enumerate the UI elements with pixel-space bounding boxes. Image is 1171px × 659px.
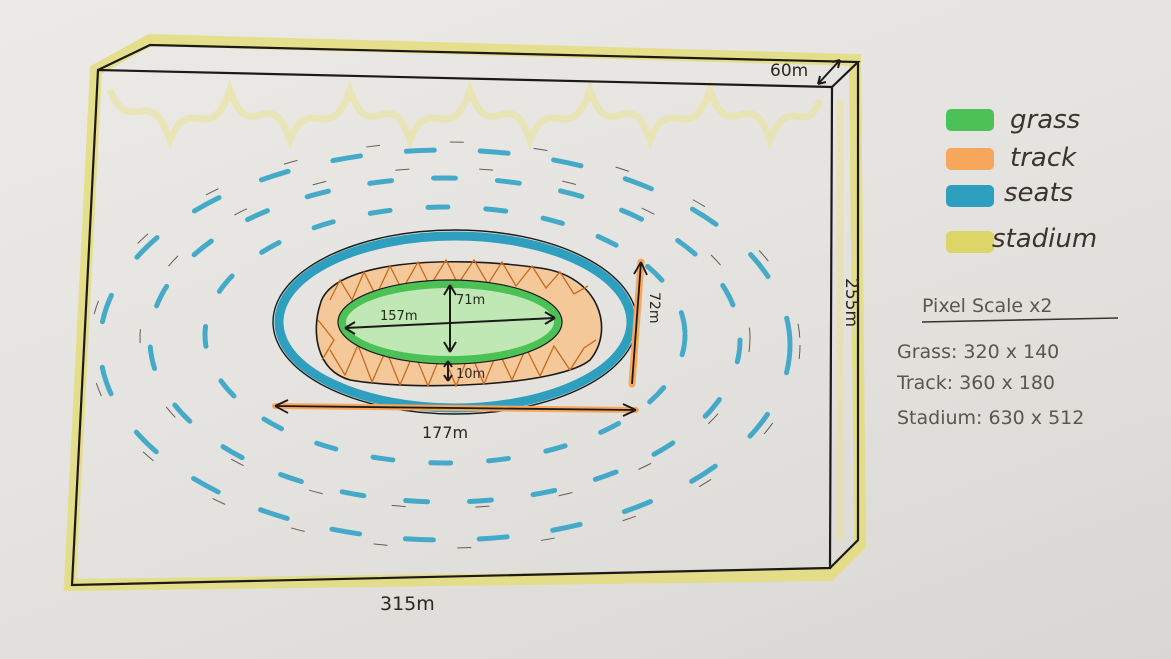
field-length-label: 157m bbox=[380, 309, 417, 324]
field-arrows bbox=[344, 284, 556, 382]
seat-rings bbox=[97, 147, 793, 543]
scale-line-grass: Grass: 320 x 140 bbox=[897, 341, 1059, 363]
seat-rings-pencil bbox=[89, 141, 801, 549]
scale-line-stadium: Stadium: 630 x 512 bbox=[897, 407, 1084, 429]
legend-swatch-stadium bbox=[946, 231, 994, 253]
legend-swatch-grass bbox=[946, 109, 994, 131]
stadium-outline bbox=[63, 33, 867, 592]
seat-length-label: 177m bbox=[422, 423, 468, 442]
track-hatching bbox=[317, 258, 597, 388]
legend-label-seats: seats bbox=[1004, 178, 1073, 208]
legend-label-stadium: stadium bbox=[992, 224, 1097, 254]
legend: grass track seats stadium bbox=[946, 105, 1097, 254]
height-label: 255m bbox=[841, 278, 861, 327]
legend-label-grass: grass bbox=[1010, 105, 1080, 135]
scale-line-track: Track: 360 x 180 bbox=[896, 372, 1055, 394]
depth-arrow bbox=[817, 59, 841, 85]
seat-width-label: 72m bbox=[646, 292, 662, 323]
stadium-fill-scribble bbox=[106, 78, 844, 540]
seat-length-arrow-ink bbox=[274, 399, 637, 417]
scale-underline bbox=[921, 317, 1119, 323]
stadium-box bbox=[70, 43, 861, 587]
depth-label: 60m bbox=[770, 61, 808, 81]
track-gap-label: 10m bbox=[456, 367, 485, 382]
legend-label-track: track bbox=[1010, 143, 1077, 173]
pixel-scale-notes: Pixel Scale x2 Grass: 320 x 140 Track: 3… bbox=[896, 295, 1119, 429]
seat-width-arrow-ink bbox=[631, 261, 648, 385]
scale-title: Pixel Scale x2 bbox=[922, 295, 1052, 317]
field-width-label: 71m bbox=[456, 293, 485, 308]
legend-swatch-track bbox=[946, 148, 994, 170]
legend-swatch-seats bbox=[946, 185, 994, 207]
width-label: 315m bbox=[380, 593, 435, 615]
